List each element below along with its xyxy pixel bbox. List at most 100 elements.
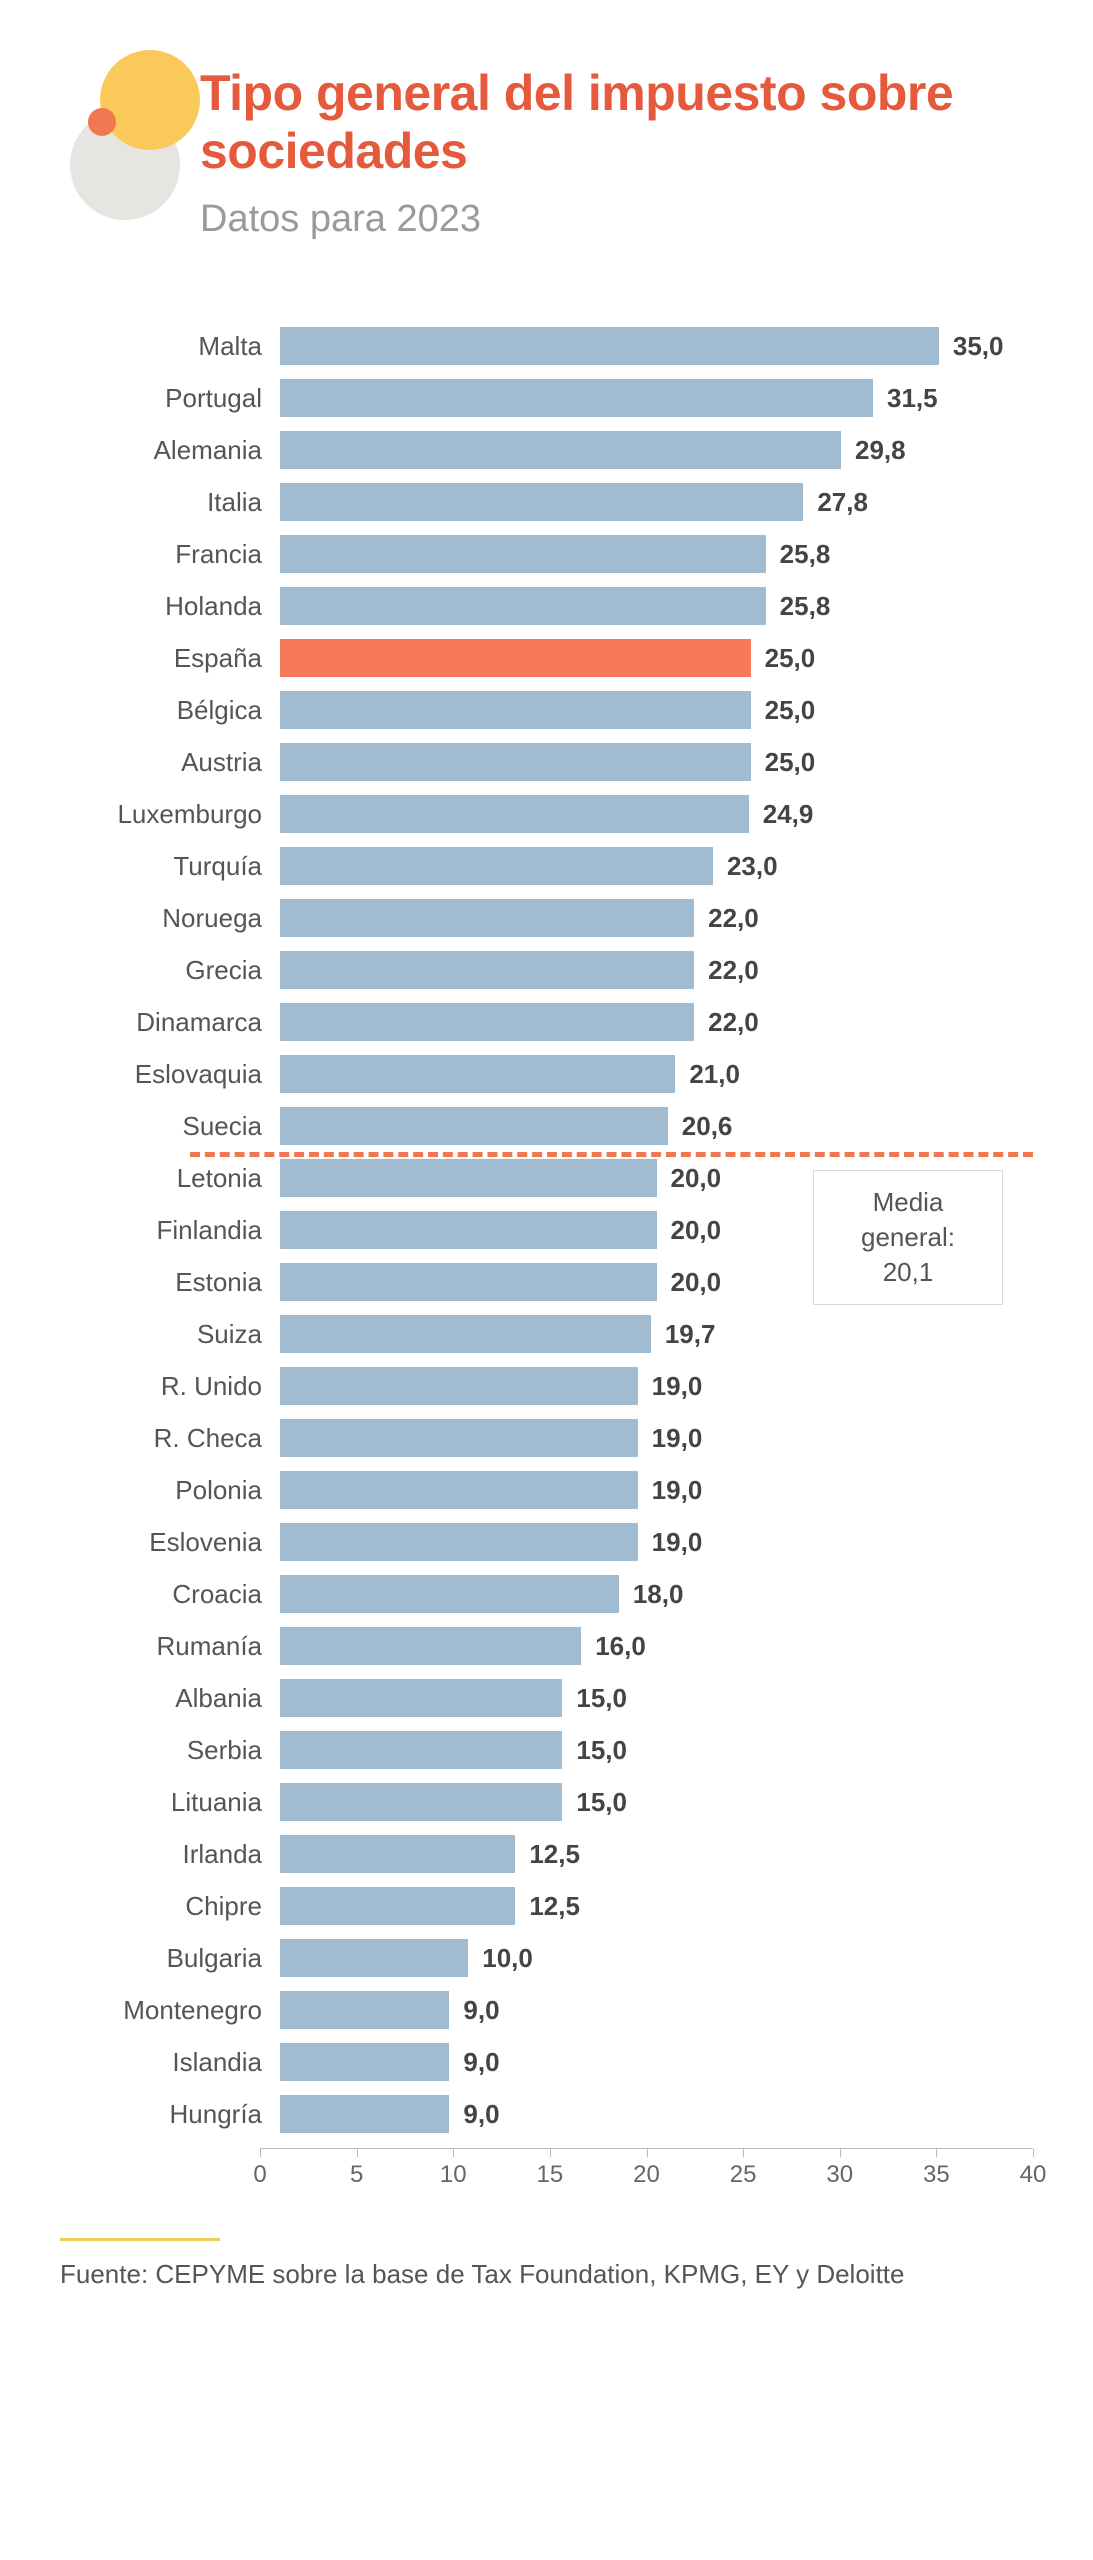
bar — [280, 1107, 668, 1145]
bar-zone: 22,0 — [280, 944, 1033, 996]
country-label: Hungría — [80, 2099, 280, 2130]
bar-zone: 25,8 — [280, 528, 1033, 580]
bar-row: Suiza 19,7 — [80, 1308, 1033, 1360]
bar-zone: 20,6 — [280, 1100, 1033, 1152]
bar — [280, 2043, 449, 2081]
bar — [280, 795, 749, 833]
bar-value: 12,5 — [529, 1891, 580, 1922]
bar-value: 19,0 — [652, 1527, 703, 1558]
bar-row: Turquía23,0 — [80, 840, 1033, 892]
bar — [280, 691, 751, 729]
bar-value: 19,7 — [665, 1319, 716, 1350]
bar-value: 21,0 — [689, 1059, 740, 1090]
bar-zone: 12,5 — [280, 1880, 1033, 1932]
bar-value: 25,0 — [765, 643, 816, 674]
bar-value: 29,8 — [855, 435, 906, 466]
bar — [280, 899, 694, 937]
country-label: Portugal — [80, 383, 280, 414]
country-label: Lituania — [80, 1787, 280, 1818]
axis-tick-label: 10 — [440, 2161, 467, 2189]
bar-row: Dinamarca22,0 — [80, 996, 1033, 1048]
bar-value: 31,5 — [887, 383, 938, 414]
bar-zone: 24,9 — [280, 788, 1033, 840]
bar-zone: 16,0 — [280, 1620, 1033, 1672]
country-label: R. Checa — [80, 1423, 280, 1454]
bar-row: Bulgaria10,0 — [80, 1932, 1033, 1984]
country-label: Noruega — [80, 903, 280, 934]
bar — [280, 1731, 562, 1769]
average-line — [190, 1152, 1033, 1157]
country-label: R. Unido — [80, 1371, 280, 1402]
bar-value: 15,0 — [576, 1683, 627, 1714]
axis-tick — [260, 2149, 261, 2157]
bar-zone: 22,0 — [280, 892, 1033, 944]
bar-zone: 18,0 — [280, 1568, 1033, 1620]
axis-tick — [550, 2149, 551, 2157]
bar-row: Lituania15,0 — [80, 1776, 1033, 1828]
bar-zone: 31,5 — [280, 372, 1033, 424]
bar-row: Hungría 9,0 — [80, 2088, 1033, 2140]
bar — [280, 483, 803, 521]
axis-tick-label: 25 — [730, 2161, 757, 2189]
country-label: Bélgica — [80, 695, 280, 726]
axis-tick-label: 15 — [537, 2161, 564, 2189]
bar — [280, 1939, 468, 1977]
country-label: Holanda — [80, 591, 280, 622]
bar — [280, 1419, 638, 1457]
bar-zone: 19,7 — [280, 1308, 1033, 1360]
axis-tick-label: 30 — [826, 2161, 853, 2189]
bar-row: Austria25,0 — [80, 736, 1033, 788]
bar-row: R. Checa19,0 — [80, 1412, 1033, 1464]
country-label: Serbia — [80, 1735, 280, 1766]
bar-zone: 19,0 — [280, 1464, 1033, 1516]
bar-value: 12,5 — [529, 1839, 580, 1870]
bar — [280, 1211, 657, 1249]
bar-zone: 22,0 — [280, 996, 1033, 1048]
bar-zone: 25,0 — [280, 736, 1033, 788]
country-label: Luxemburgo — [80, 799, 280, 830]
bar — [280, 327, 939, 365]
country-label: Estonia — [80, 1267, 280, 1298]
bar — [280, 1627, 581, 1665]
average-label: general: — [826, 1220, 990, 1255]
bar-zone: 12,5 — [280, 1828, 1033, 1880]
bar — [280, 1575, 619, 1613]
bar-value: 25,8 — [780, 539, 831, 570]
axis-tick-label: 0 — [253, 2161, 266, 2189]
country-label: Eslovenia — [80, 1527, 280, 1558]
bar-row: Malta35,0 — [80, 320, 1033, 372]
bar — [280, 587, 766, 625]
chart-header: Tipo general del impuesto sobre sociedad… — [60, 50, 1033, 250]
bar-value: 20,0 — [671, 1215, 722, 1246]
bar-row: Rumanía16,0 — [80, 1620, 1033, 1672]
bar-row: Polonia19,0 — [80, 1464, 1033, 1516]
bar-row: Alemania29,8 — [80, 424, 1033, 476]
bar — [280, 1783, 562, 1821]
bar-row: Suecia20,6 — [80, 1100, 1033, 1152]
bar-zone: 25,0 — [280, 684, 1033, 736]
bar-row: Holanda25,8 — [80, 580, 1033, 632]
axis-tick — [840, 2149, 841, 2157]
country-label: Suiza — [80, 1319, 280, 1350]
bar-value: 18,0 — [633, 1579, 684, 1610]
bar-value: 27,8 — [817, 487, 868, 518]
country-label: Grecia — [80, 955, 280, 986]
bar — [280, 1367, 638, 1405]
bar-row: Serbia15,0 — [80, 1724, 1033, 1776]
country-label: Polonia — [80, 1475, 280, 1506]
country-label: España — [80, 643, 280, 674]
bar-zone: 27,8 — [280, 476, 1033, 528]
bar-zone: 9,0 — [280, 2088, 1033, 2140]
bar-row: Francia25,8 — [80, 528, 1033, 580]
bar-value: 9,0 — [463, 2099, 499, 2130]
country-label: Letonia — [80, 1163, 280, 1194]
bar-row: Italia27,8 — [80, 476, 1033, 528]
axis-tick-label: 5 — [350, 2161, 363, 2189]
bar-chart: Malta35,0 Portugal 31,5 Alemania29,8Italia2… — [80, 320, 1033, 2140]
axis-tick-label: 20 — [633, 2161, 660, 2189]
bar-value: 20,0 — [671, 1163, 722, 1194]
bar-value: 9,0 — [463, 1995, 499, 2026]
bar-row: Chipre12,5 — [80, 1880, 1033, 1932]
bar — [280, 1991, 449, 2029]
axis-tick — [1033, 2149, 1034, 2157]
